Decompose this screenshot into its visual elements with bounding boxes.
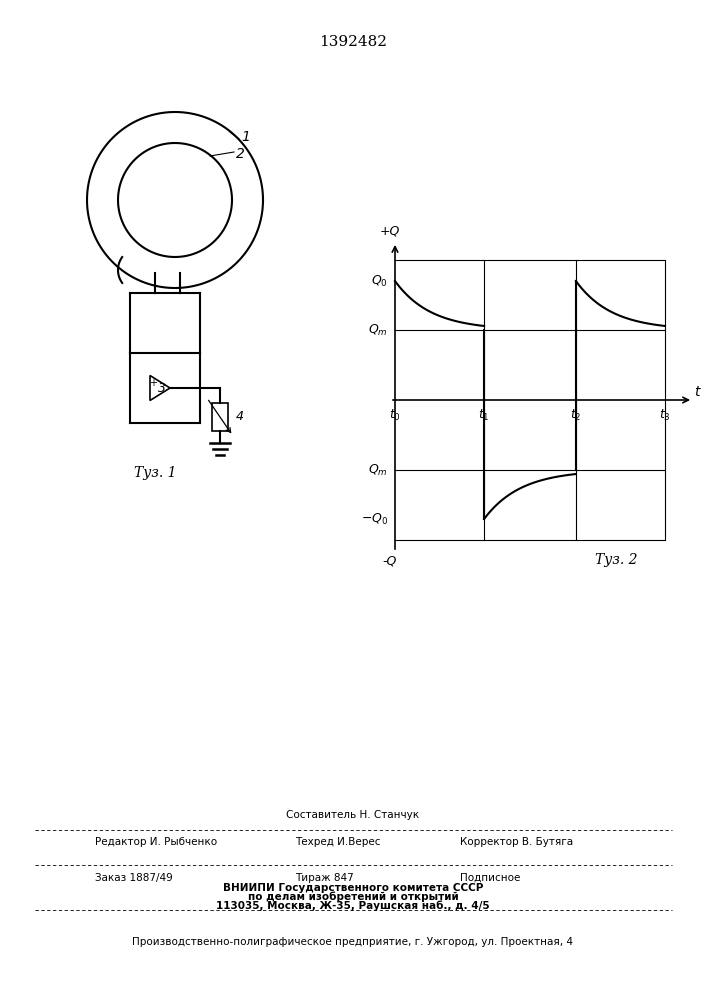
Text: $t_2$: $t_2$ <box>570 407 582 423</box>
Text: Подписное: Подписное <box>460 873 520 883</box>
Text: ВНИИПИ Государственного комитета СССР: ВНИИПИ Государственного комитета СССР <box>223 883 483 893</box>
Text: 1392482: 1392482 <box>319 35 387 49</box>
Text: Редактор И. Рыбченко: Редактор И. Рыбченко <box>95 837 217 847</box>
Text: 3: 3 <box>158 381 166 394</box>
Text: Техред И.Верес: Техред И.Верес <box>295 837 380 847</box>
Text: $-Q_0$: $-Q_0$ <box>361 511 388 527</box>
Text: 4: 4 <box>236 410 244 424</box>
Text: $t_3$: $t_3$ <box>659 407 671 423</box>
Text: Составитель Н. Станчук: Составитель Н. Станчук <box>286 810 419 820</box>
Text: t: t <box>694 385 700 399</box>
Text: 2: 2 <box>236 147 245 161</box>
Text: $t_1$: $t_1$ <box>478 407 490 423</box>
Text: Производственно-полиграфическое предприятие, г. Ужгород, ул. Проектная, 4: Производственно-полиграфическое предприя… <box>132 937 573 947</box>
Text: $t_0$: $t_0$ <box>389 407 401 423</box>
Text: +: + <box>149 378 157 388</box>
Text: -Q: -Q <box>382 555 397 568</box>
Text: 113035, Москва, Ж-35, Раушская наб., д. 4/5: 113035, Москва, Ж-35, Раушская наб., д. … <box>216 901 490 911</box>
Text: Корректор В. Бутяга: Корректор В. Бутяга <box>460 837 573 847</box>
Text: $Q_m$: $Q_m$ <box>368 462 388 478</box>
Text: +Q: +Q <box>380 225 400 238</box>
Text: Τуз. 2: Τуз. 2 <box>595 553 637 567</box>
Text: $Q_m$: $Q_m$ <box>368 322 388 338</box>
Text: 1: 1 <box>241 130 250 144</box>
Text: $Q_0$: $Q_0$ <box>371 273 388 289</box>
Text: Тираж 847: Тираж 847 <box>295 873 354 883</box>
Text: Τуз. 1: Τуз. 1 <box>134 466 176 480</box>
Text: по делам изобретений и открытий: по делам изобретений и открытий <box>247 892 458 902</box>
Text: Заказ 1887/49: Заказ 1887/49 <box>95 873 173 883</box>
Bar <box>212 403 228 431</box>
